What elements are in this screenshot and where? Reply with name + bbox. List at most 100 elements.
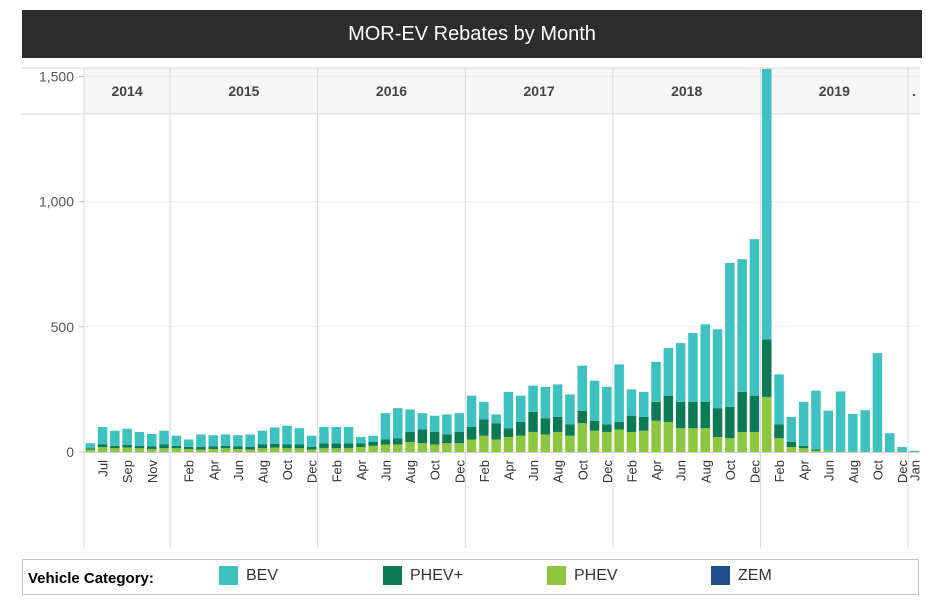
bar-phev-plus: [134, 445, 145, 449]
bar-phev: [491, 439, 501, 452]
bar-phev: [183, 448, 194, 452]
x-tick-label: Apr: [354, 459, 369, 480]
bar-bev: [183, 439, 194, 447]
bar-bev: [147, 433, 157, 447]
bar-phev-plus: [528, 411, 538, 432]
x-tick-label: Jun: [378, 460, 393, 481]
x-tick-label: Jul: [96, 460, 111, 477]
bar-phev-plus: [811, 449, 821, 451]
x-tick-label: Jun: [821, 460, 836, 481]
bar-bev: [774, 374, 784, 425]
bar-phev: [417, 443, 428, 452]
bar-bev: [811, 390, 821, 450]
bar-bev: [208, 435, 218, 447]
bar-phev: [282, 448, 292, 452]
x-tick-label: Oct: [575, 460, 590, 481]
bar-phev: [110, 448, 120, 452]
bar-phev-plus: [257, 444, 268, 449]
legend-item-zem[interactable]: ZEM: [711, 566, 772, 585]
bar-bev: [417, 413, 428, 430]
bar-phev-plus: [602, 424, 612, 432]
bar-bev: [712, 329, 723, 409]
bar-bev: [343, 426, 354, 444]
bar-phev-plus: [774, 424, 784, 439]
bar-phev-plus: [479, 419, 489, 436]
year-header-label: 2017: [524, 83, 555, 99]
bar-phev: [405, 441, 415, 452]
legend-text-phev: PHEV: [574, 566, 618, 584]
bar-bev: [516, 395, 526, 422]
bar-bev: [909, 450, 920, 452]
bar-phev-plus: [147, 446, 157, 449]
bar-phev: [196, 449, 206, 452]
bar-phev-plus: [442, 434, 452, 444]
bar-phev-plus: [712, 408, 723, 437]
bar-phev-plus: [737, 391, 747, 432]
bar-phev: [540, 434, 551, 452]
bar-bev: [319, 426, 329, 444]
bar-phev-plus: [675, 401, 686, 429]
bar-bev: [257, 430, 268, 445]
bar-phev-plus: [503, 428, 514, 437]
bar-bev: [356, 436, 366, 444]
bar-bev: [454, 413, 464, 432]
x-tick-label: Dec: [305, 460, 320, 484]
legend-item-phev-plus[interactable]: PHEV+: [383, 566, 463, 585]
bar-phev-plus: [110, 445, 120, 449]
bar-phev: [356, 446, 366, 452]
bar-phev-plus: [663, 395, 674, 422]
year-header-label: 2018: [671, 83, 702, 99]
bar-bev: [577, 365, 587, 411]
bar-phev-plus: [589, 420, 600, 431]
x-tick-label: Jun: [231, 460, 246, 481]
bar-bev: [860, 410, 870, 452]
x-tick-label: Aug: [846, 460, 861, 483]
bar-phev: [208, 448, 218, 452]
bar-bev: [614, 364, 624, 422]
bar-phev: [651, 420, 661, 452]
bar-phev: [393, 444, 403, 452]
legend-item-phev[interactable]: PHEV: [547, 566, 618, 585]
legend-swatch-bev: [219, 566, 238, 585]
bar-bev: [171, 435, 182, 446]
x-tick-label: Feb: [477, 460, 492, 482]
bar-bev: [552, 384, 563, 417]
x-tick-label: Apr: [797, 459, 812, 480]
bar-phev: [835, 451, 846, 452]
bar-bev: [872, 353, 883, 452]
bar-phev-plus: [196, 446, 206, 450]
bar-phev: [331, 448, 341, 452]
bar-bev: [626, 389, 637, 416]
bar-bev: [749, 239, 760, 396]
bar-bev: [540, 386, 551, 419]
legend-item-bev[interactable]: BEV: [219, 566, 278, 585]
bar-phev: [848, 451, 858, 452]
bar-phev: [442, 443, 452, 452]
bar-bev: [159, 430, 169, 445]
bar-phev-plus: [798, 445, 809, 449]
bar-phev: [700, 428, 710, 452]
bar-bev: [97, 426, 108, 445]
bar-bev: [405, 409, 415, 432]
bar-bev: [798, 401, 809, 446]
bar-phev: [762, 396, 772, 452]
bar-bev: [835, 391, 846, 452]
x-tick-label: Dec: [452, 460, 467, 484]
bar-bev: [220, 434, 231, 446]
bar-bev: [762, 68, 772, 340]
bar-phev: [134, 448, 145, 452]
x-tick-label: Apr: [501, 459, 516, 480]
y-tick-label: 500: [51, 319, 75, 335]
legend-swatch-phev-plus: [383, 566, 402, 585]
bar-bev: [270, 427, 280, 444]
bar-phev-plus: [122, 444, 132, 448]
bar-phev-plus: [319, 443, 329, 449]
bar-phev: [774, 438, 784, 452]
bar-phev-plus: [786, 441, 797, 447]
bar-phev-plus: [171, 445, 182, 449]
bar-bev: [786, 416, 797, 442]
x-tick-label: Aug: [698, 460, 713, 483]
bar-phev-plus: [356, 443, 366, 447]
bar-phev: [737, 431, 747, 452]
bar-bev: [245, 434, 255, 447]
